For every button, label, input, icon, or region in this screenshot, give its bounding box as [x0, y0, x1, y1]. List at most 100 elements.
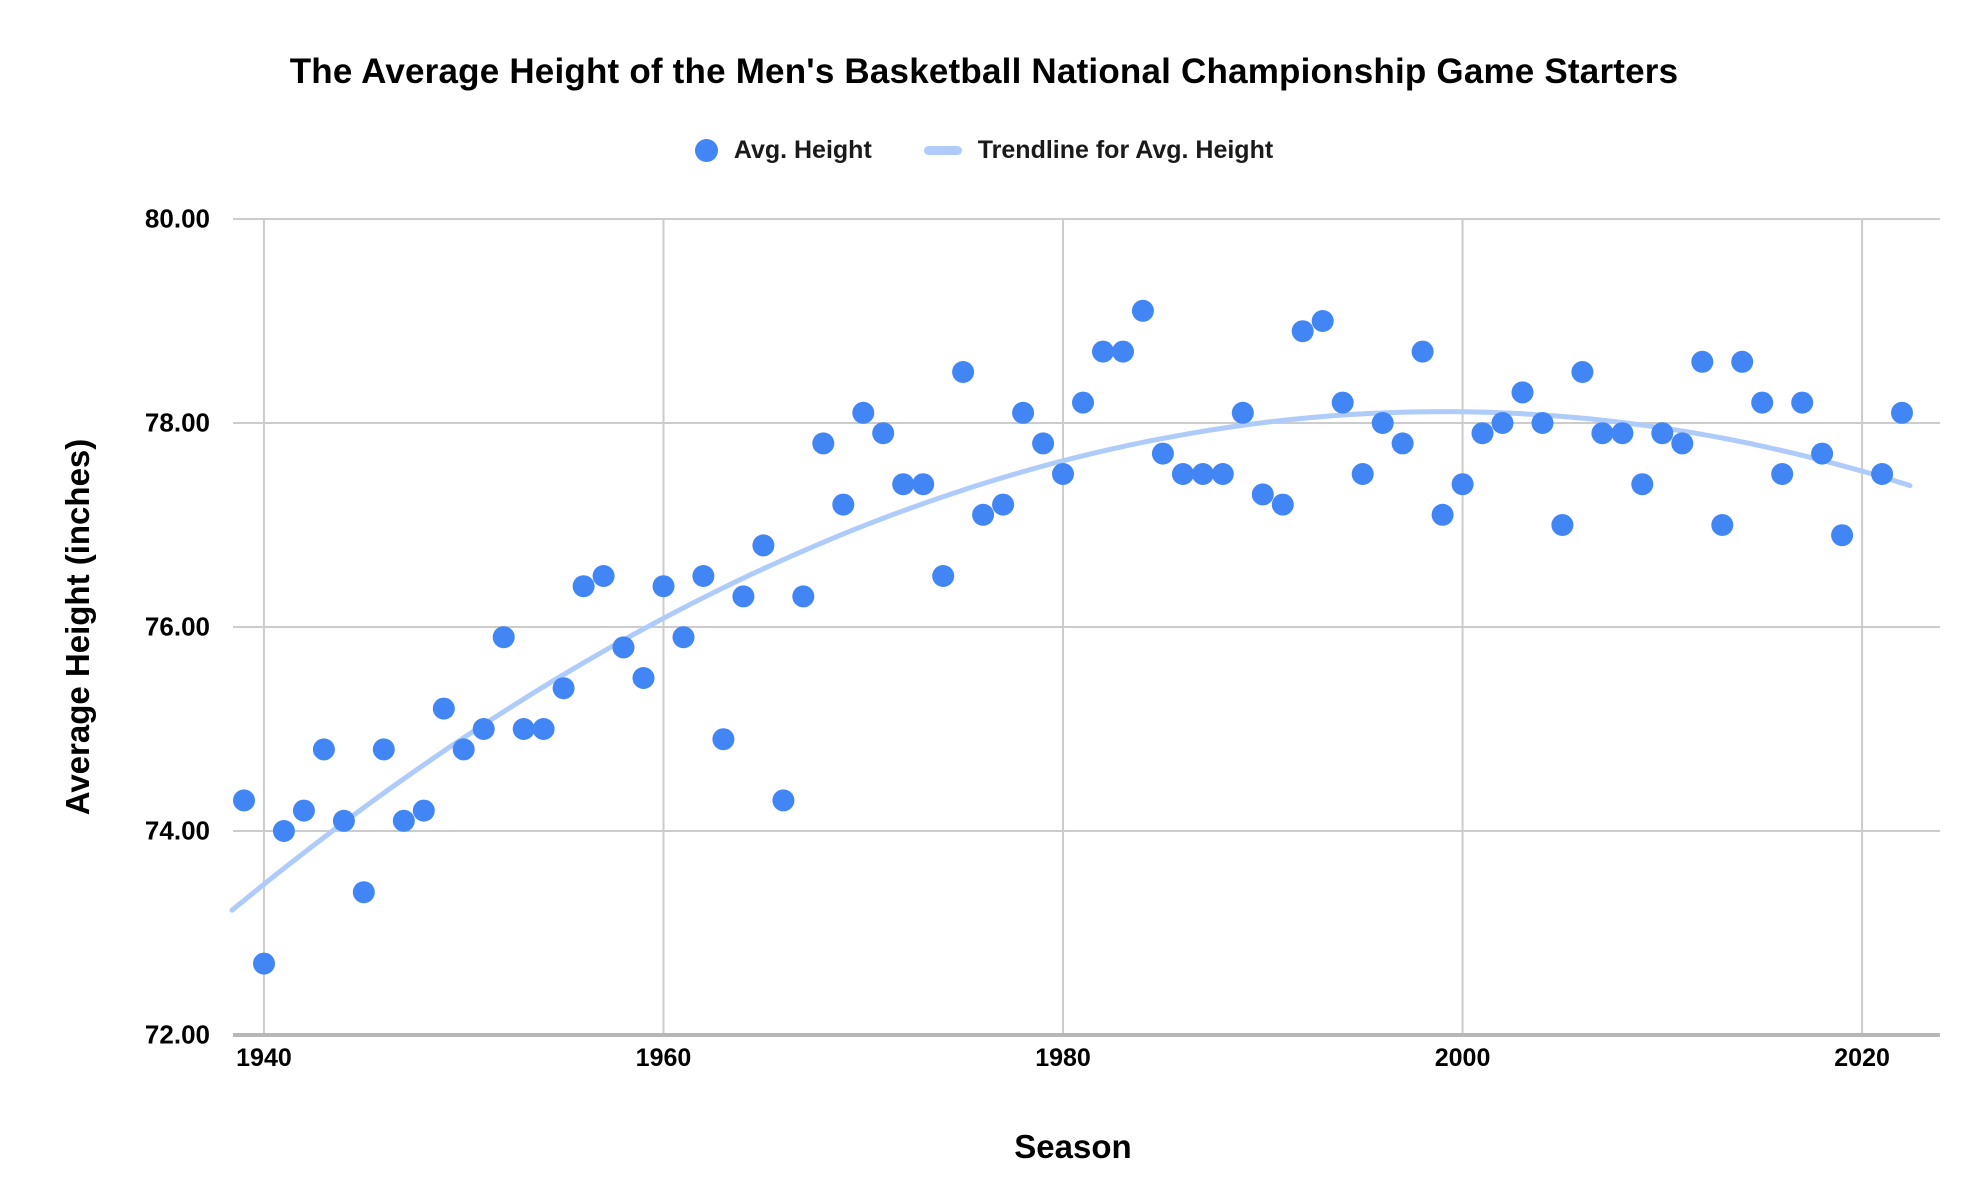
y-tick-label: 76.00 [144, 611, 210, 642]
data-point[interactable] [1531, 412, 1554, 434]
data-point[interactable] [1551, 514, 1574, 536]
data-point[interactable] [1751, 391, 1774, 414]
data-point[interactable] [432, 697, 455, 720]
data-point[interactable] [253, 952, 275, 975]
data-point[interactable] [1711, 514, 1734, 536]
data-point[interactable] [812, 432, 835, 455]
data-point[interactable] [1431, 503, 1454, 526]
data-point[interactable] [392, 809, 415, 832]
data-point[interactable] [912, 473, 935, 496]
data-point[interactable] [1271, 493, 1294, 516]
x-axis-title: Season [1014, 1128, 1132, 1165]
data-point[interactable] [512, 718, 535, 740]
data-point[interactable] [852, 401, 875, 424]
y-tick-label: 74.00 [144, 815, 210, 846]
x-tick-label: 1960 [635, 1044, 692, 1072]
data-point[interactable] [352, 881, 375, 904]
data-point[interactable] [1771, 463, 1794, 485]
data-point[interactable] [1131, 299, 1154, 322]
trendline [229, 409, 1913, 913]
data-point[interactable] [452, 738, 475, 761]
data-point[interactable] [1871, 463, 1894, 485]
data-point[interactable] [1651, 422, 1674, 445]
x-tick-label: 1980 [1035, 1044, 1091, 1072]
data-point[interactable] [732, 585, 755, 608]
data-point[interactable] [592, 565, 615, 587]
data-point[interactable] [1671, 432, 1694, 455]
data-point[interactable] [272, 820, 295, 842]
data-point[interactable] [1491, 412, 1514, 434]
data-point[interactable] [1831, 524, 1854, 547]
data-point[interactable] [1331, 391, 1354, 414]
data-point[interactable] [233, 789, 255, 812]
data-point[interactable] [1012, 401, 1035, 424]
data-point[interactable] [1451, 473, 1474, 496]
data-point[interactable] [492, 626, 515, 649]
data-point[interactable] [372, 738, 395, 761]
y-tick-label: 78.00 [144, 407, 210, 438]
y-tick-label: 72.00 [144, 1019, 210, 1050]
data-point[interactable] [552, 677, 575, 700]
data-point[interactable] [1791, 391, 1814, 414]
data-point[interactable] [1511, 381, 1534, 404]
data-point[interactable] [952, 361, 975, 383]
x-tick-label: 2000 [1434, 1044, 1491, 1072]
data-point[interactable] [832, 493, 855, 516]
data-point[interactable] [1092, 340, 1114, 363]
data-point[interactable] [1211, 463, 1234, 485]
data-point[interactable] [1072, 391, 1094, 414]
data-point[interactable] [1311, 310, 1334, 332]
data-point[interactable] [1471, 422, 1494, 445]
data-point[interactable] [1291, 320, 1314, 343]
data-point[interactable] [992, 493, 1015, 516]
legend-line-swatch-icon [923, 146, 962, 155]
data-point[interactable] [1811, 442, 1834, 465]
data-point[interactable] [412, 799, 435, 822]
data-point[interactable] [692, 565, 715, 587]
data-point[interactable] [472, 718, 495, 740]
data-point[interactable] [1151, 442, 1174, 465]
data-point[interactable] [532, 718, 555, 740]
data-point[interactable] [312, 738, 335, 761]
data-point[interactable] [1691, 350, 1714, 373]
data-point[interactable] [1611, 422, 1634, 445]
data-point[interactable] [292, 799, 315, 822]
legend-item-avg-height: Avg. Height [694, 136, 872, 165]
data-point[interactable] [1391, 432, 1414, 455]
data-point[interactable] [1191, 463, 1214, 485]
data-point[interactable] [1591, 422, 1614, 445]
data-point[interactable] [1571, 361, 1594, 383]
data-point[interactable] [672, 626, 695, 649]
data-point[interactable] [752, 534, 775, 557]
data-point[interactable] [1891, 401, 1913, 424]
data-point[interactable] [612, 636, 635, 659]
legend-item-trendline: Trendline for Avg. Height [923, 136, 1273, 165]
data-point[interactable] [1112, 340, 1134, 363]
data-point[interactable] [1032, 432, 1055, 455]
chart-title: The Average Height of the Men's Basketba… [289, 52, 1679, 91]
data-point[interactable] [1731, 350, 1754, 373]
data-point[interactable] [932, 565, 955, 587]
data-point[interactable] [1631, 473, 1654, 496]
data-point[interactable] [972, 503, 995, 526]
data-point[interactable] [1351, 463, 1374, 485]
x-tick-label: 1940 [236, 1044, 292, 1072]
legend: Avg. Height Trendline for Avg. Height [0, 136, 1968, 165]
data-point[interactable] [572, 575, 595, 598]
data-point[interactable] [1251, 483, 1274, 506]
data-point[interactable] [892, 473, 915, 496]
data-point[interactable] [1171, 463, 1194, 485]
data-point[interactable] [1052, 463, 1074, 485]
data-point[interactable] [772, 789, 795, 812]
data-point[interactable] [872, 422, 895, 445]
data-point[interactable] [632, 667, 655, 689]
data-point[interactable] [652, 575, 675, 598]
data-point[interactable] [1231, 401, 1254, 424]
data-point[interactable] [332, 809, 355, 832]
data-point[interactable] [792, 585, 815, 608]
data-point[interactable] [712, 728, 735, 751]
data-point[interactable] [1371, 412, 1394, 434]
data-point[interactable] [1411, 340, 1434, 363]
